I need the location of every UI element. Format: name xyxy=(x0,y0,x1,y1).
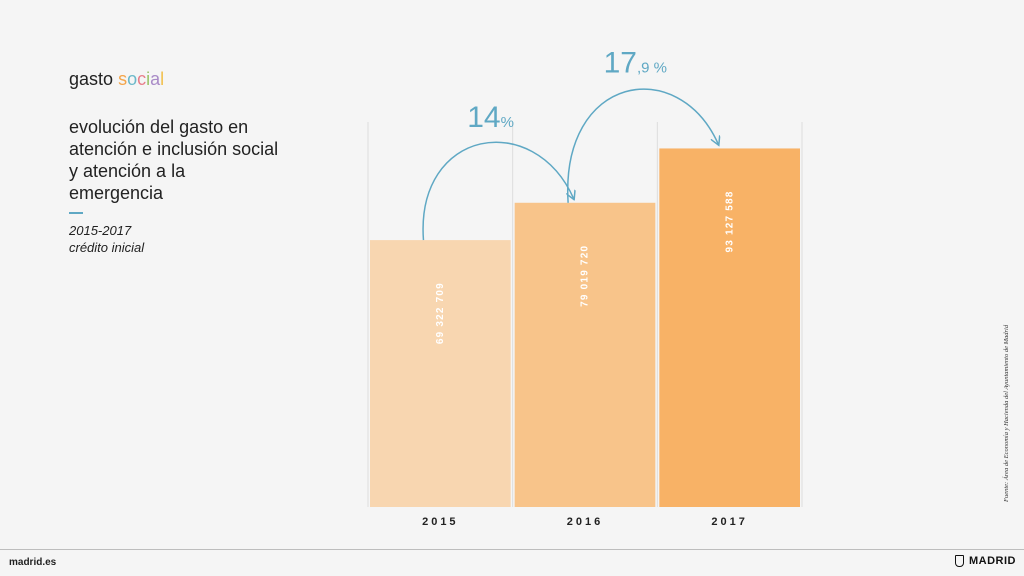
bar xyxy=(659,148,800,507)
title-divider xyxy=(69,212,83,214)
change-percent-value: 17 xyxy=(604,46,637,79)
footer-divider xyxy=(0,549,1024,550)
section-letter: c xyxy=(137,69,147,89)
chart-measure: crédito inicial xyxy=(69,240,145,255)
bar xyxy=(370,240,511,507)
section-letter: l xyxy=(160,69,165,89)
chart-period: 2015-2017 xyxy=(69,223,132,238)
x-tick-label: 2015 xyxy=(422,516,458,528)
x-tick-label: 2016 xyxy=(567,516,603,528)
bar xyxy=(514,202,656,507)
section-letter: i xyxy=(146,69,151,89)
bar-value-label: 69 322 709 xyxy=(435,282,446,344)
source-note: Fuente: Área de Economía y Hacienda del … xyxy=(1003,324,1010,502)
change-percent-suffix: ,9 % xyxy=(637,59,667,76)
madrid-logo: MADRID xyxy=(955,555,1016,567)
change-percent-suffix: % xyxy=(501,114,514,131)
footer-url[interactable]: madrid.es xyxy=(9,557,57,568)
change-percent-value: 14 xyxy=(467,101,500,134)
change-percent-label: 14% xyxy=(467,101,514,134)
x-tick-label: 2017 xyxy=(711,516,747,528)
section-title: gasto social xyxy=(69,68,279,90)
section-letter: o xyxy=(127,69,138,89)
title-block: gasto social evolución del gasto en aten… xyxy=(69,68,279,256)
section-word-gasto: gasto xyxy=(69,69,114,89)
change-arrow xyxy=(422,141,574,241)
change-percent-label: 17,9 % xyxy=(604,46,667,79)
brand-label: MADRID xyxy=(969,555,1016,567)
shield-icon xyxy=(955,555,964,567)
section-letter: s xyxy=(118,69,128,89)
bar-value-label: 79 019 720 xyxy=(580,245,591,307)
chart-title: evolución del gasto en atención e inclus… xyxy=(69,117,279,203)
bar-value-label: 93 127 588 xyxy=(724,190,735,252)
section-letter: a xyxy=(150,69,161,89)
change-arrow xyxy=(567,88,719,203)
